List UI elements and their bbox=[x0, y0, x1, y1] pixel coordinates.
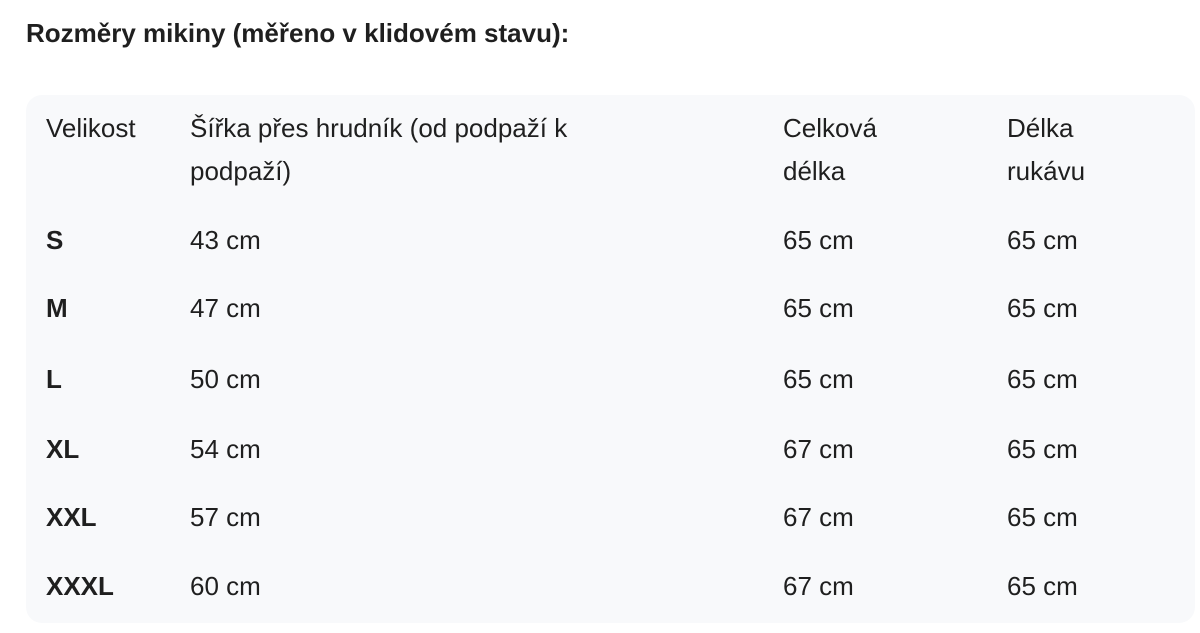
chest-width-cell: 50 cm bbox=[190, 364, 261, 394]
size-cell: XL bbox=[46, 434, 80, 464]
chest-width-cell: 54 cm bbox=[190, 434, 261, 464]
table-row: XXXL 60 cm 67 cm 65 cm bbox=[26, 551, 1195, 621]
sleeve-length-cell: 65 cm bbox=[1007, 225, 1078, 255]
header-size: Velikost bbox=[46, 113, 136, 143]
table-row: L 50 cm 65 cm 65 cm bbox=[26, 344, 1195, 414]
chest-width-cell: 57 cm bbox=[190, 502, 261, 532]
header-total-length: Celková délka bbox=[783, 113, 877, 186]
size-cell: M bbox=[46, 293, 68, 323]
sleeve-length-cell: 65 cm bbox=[1007, 502, 1078, 532]
table-row: XL 54 cm 67 cm 65 cm bbox=[26, 414, 1195, 484]
sleeve-length-cell: 65 cm bbox=[1007, 293, 1078, 323]
size-cell: XXL bbox=[46, 502, 97, 532]
total-length-cell: 65 cm bbox=[783, 293, 854, 323]
chest-width-cell: 60 cm bbox=[190, 571, 261, 601]
total-length-cell: 65 cm bbox=[783, 225, 854, 255]
size-table: Velikost Šířka přes hrudník (od podpaží … bbox=[26, 95, 1195, 623]
size-cell: S bbox=[46, 225, 64, 255]
table-row: M 47 cm 65 cm 65 cm bbox=[26, 273, 1195, 343]
total-length-cell: 65 cm bbox=[783, 364, 854, 394]
chest-width-cell: 47 cm bbox=[190, 293, 261, 323]
header-chest-width: Šířka přes hrudník (od podpaží k podpaží… bbox=[190, 113, 568, 186]
sleeve-length-cell: 65 cm bbox=[1007, 571, 1078, 601]
header-sleeve-length: Délka rukávu bbox=[1007, 113, 1086, 186]
sleeve-length-cell: 65 cm bbox=[1007, 364, 1078, 394]
total-length-cell: 67 cm bbox=[783, 434, 854, 464]
sleeve-length-cell: 65 cm bbox=[1007, 434, 1078, 464]
table-row: S 43 cm 65 cm 65 cm bbox=[26, 205, 1195, 275]
size-cell: L bbox=[46, 364, 62, 394]
total-length-cell: 67 cm bbox=[783, 502, 854, 532]
size-cell: XXXL bbox=[46, 571, 114, 601]
page-title: Rozměry mikiny (měřeno v klidovém stavu)… bbox=[26, 18, 570, 48]
table-row: XXL 57 cm 67 cm 65 cm bbox=[26, 482, 1195, 552]
total-length-cell: 67 cm bbox=[783, 571, 854, 601]
chest-width-cell: 43 cm bbox=[190, 225, 261, 255]
